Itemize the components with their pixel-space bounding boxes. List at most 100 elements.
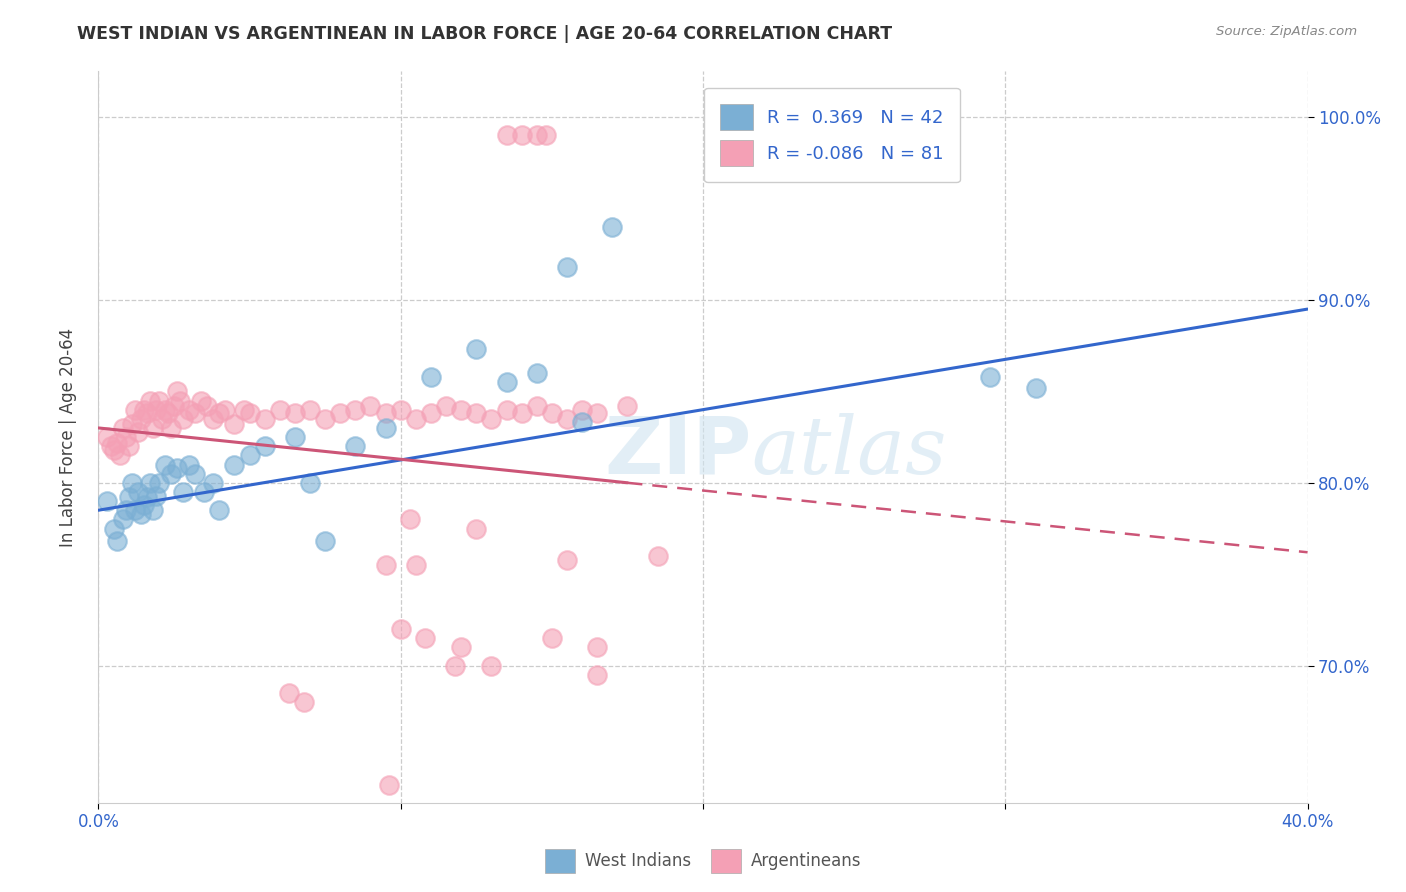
Point	[329, 406, 352, 420]
Point	[150, 411, 173, 425]
Point	[103, 442, 125, 457]
Point	[495, 402, 517, 417]
Point	[208, 406, 231, 420]
Point	[481, 411, 503, 425]
Point	[526, 399, 548, 413]
Point	[214, 402, 236, 417]
Y-axis label: In Labor Force | Age 20-64: In Labor Force | Age 20-64	[59, 327, 77, 547]
Point	[121, 475, 143, 490]
Point	[142, 503, 165, 517]
Point	[420, 369, 443, 384]
Point	[142, 421, 165, 435]
Point	[160, 467, 183, 481]
Point	[450, 402, 472, 417]
Point	[526, 128, 548, 143]
Point	[135, 406, 157, 420]
Point	[114, 430, 136, 444]
Point	[253, 439, 276, 453]
Point	[96, 430, 118, 444]
Point	[166, 384, 188, 399]
Point	[389, 622, 412, 636]
Point	[139, 475, 162, 490]
Point	[195, 399, 218, 413]
Text: Source: ZipAtlas.com: Source: ZipAtlas.com	[1216, 25, 1357, 38]
Point	[465, 521, 488, 535]
Point	[132, 402, 155, 417]
Point	[1024, 381, 1046, 395]
Point	[239, 406, 262, 420]
Point	[172, 411, 194, 425]
Legend: West Indians, Argentineans: West Indians, Argentineans	[538, 842, 868, 880]
Point	[124, 402, 146, 417]
Point	[979, 369, 1001, 384]
Point	[105, 534, 128, 549]
Point	[540, 406, 562, 420]
Point	[360, 399, 382, 413]
Point	[202, 411, 225, 425]
Point	[405, 558, 427, 573]
Point	[405, 411, 427, 425]
Point	[224, 417, 246, 432]
Text: ZIP: ZIP	[605, 413, 751, 491]
Point	[444, 658, 467, 673]
Point	[420, 406, 443, 420]
Point	[129, 411, 152, 425]
Point	[602, 219, 624, 234]
Point	[299, 402, 322, 417]
Point	[450, 640, 472, 655]
Point	[148, 393, 170, 408]
Point	[269, 402, 291, 417]
Point	[314, 411, 336, 425]
Point	[481, 658, 503, 673]
Point	[208, 503, 231, 517]
Point	[124, 503, 146, 517]
Point	[145, 489, 167, 503]
Point	[118, 491, 141, 505]
Point	[121, 417, 143, 432]
Point	[179, 402, 201, 417]
Point	[534, 128, 557, 143]
Point	[647, 549, 669, 563]
Point	[145, 402, 167, 417]
Point	[555, 411, 578, 425]
Point	[510, 128, 533, 143]
Point	[172, 484, 194, 499]
Point	[555, 552, 578, 566]
Point	[284, 406, 307, 420]
Point	[465, 406, 488, 420]
Point	[129, 507, 152, 521]
Point	[377, 777, 399, 791]
Point	[118, 439, 141, 453]
Point	[184, 467, 207, 481]
Point	[114, 503, 136, 517]
Point	[398, 512, 420, 526]
Point	[127, 425, 149, 439]
Point	[96, 494, 118, 508]
Text: WEST INDIAN VS ARGENTINEAN IN LABOR FORCE | AGE 20-64 CORRELATION CHART: WEST INDIAN VS ARGENTINEAN IN LABOR FORC…	[77, 25, 893, 43]
Point	[153, 458, 176, 472]
Point	[434, 399, 457, 413]
Point	[374, 406, 396, 420]
Point	[139, 393, 162, 408]
Point	[344, 402, 367, 417]
Point	[166, 461, 188, 475]
Point	[111, 421, 134, 435]
Point	[232, 402, 254, 417]
Point	[156, 406, 179, 420]
Point	[103, 521, 125, 535]
Point	[100, 439, 122, 453]
Point	[465, 343, 488, 357]
Point	[160, 421, 183, 435]
Point	[374, 558, 396, 573]
Point	[153, 402, 176, 417]
Point	[389, 402, 412, 417]
Point	[571, 416, 593, 430]
Point	[224, 458, 246, 472]
Text: atlas: atlas	[751, 413, 946, 491]
Point	[127, 484, 149, 499]
Point	[135, 491, 157, 505]
Point	[586, 640, 609, 655]
Point	[344, 439, 367, 453]
Point	[108, 448, 131, 462]
Point	[277, 686, 299, 700]
